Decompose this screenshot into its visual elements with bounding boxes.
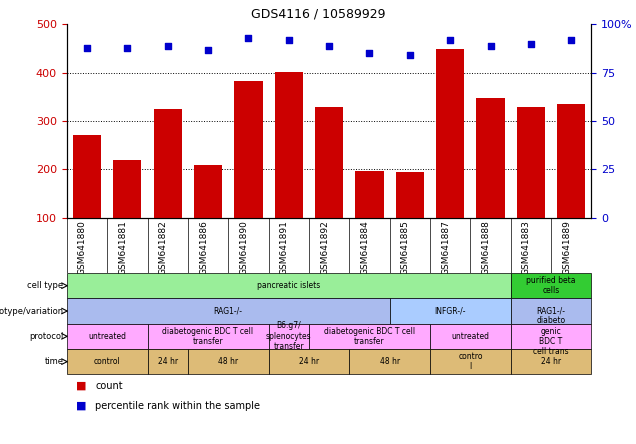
Text: GSM641885: GSM641885 [401,220,410,275]
Text: diabetogenic BDC T cell
transfer: diabetogenic BDC T cell transfer [324,327,415,346]
Text: untreated: untreated [88,332,126,341]
Text: GSM641890: GSM641890 [239,220,249,275]
Point [122,44,132,51]
Text: control: control [93,357,120,366]
Point [445,36,455,44]
Point [324,42,335,49]
Text: GSM641880: GSM641880 [78,220,87,275]
Bar [153,109,182,218]
Text: GSM641887: GSM641887 [441,220,450,275]
Text: GSM641886: GSM641886 [199,220,208,275]
Bar [275,72,303,218]
Point [284,36,294,44]
Text: diabetogenic BDC T cell
transfer: diabetogenic BDC T cell transfer [162,327,254,346]
Text: GSM641892: GSM641892 [320,220,329,275]
Bar [234,81,263,218]
Text: 48 hr: 48 hr [380,357,400,366]
Text: cell type: cell type [27,281,64,290]
Bar [73,135,101,218]
Point [203,46,213,53]
Text: untreated: untreated [452,332,489,341]
Text: GSM641889: GSM641889 [562,220,571,275]
Point [364,50,375,57]
Bar [315,107,343,218]
Point [485,42,495,49]
Text: diabeto
genic
BDC T
cell trans: diabeto genic BDC T cell trans [534,316,569,357]
Text: RAG1-/-: RAG1-/- [537,306,565,316]
Point [244,34,254,41]
Text: 24 hr: 24 hr [541,357,561,366]
Text: 48 hr: 48 hr [218,357,238,366]
Point [566,36,576,44]
Bar [396,172,424,218]
Bar [436,48,464,218]
Text: GSM641884: GSM641884 [361,220,370,275]
Bar [194,166,222,218]
Text: protocol: protocol [29,332,64,341]
Bar [356,171,384,218]
Text: INFGR-/-: INFGR-/- [434,306,466,316]
Point [404,52,415,59]
Text: contro
l: contro l [458,352,483,371]
Bar [517,107,545,218]
Text: time: time [45,357,64,366]
Text: RAG1-/-: RAG1-/- [214,306,243,316]
Text: GSM641883: GSM641883 [522,220,531,275]
Text: GSM641888: GSM641888 [481,220,490,275]
Point [82,44,92,51]
Text: 24 hr: 24 hr [158,357,177,366]
Text: percentile rank within the sample: percentile rank within the sample [95,401,260,411]
Bar [557,104,585,218]
Text: GSM641882: GSM641882 [159,220,168,275]
Text: ■: ■ [76,381,87,391]
Text: pancreatic islets: pancreatic islets [257,281,321,290]
Bar [113,160,141,218]
Text: GSM641881: GSM641881 [118,220,127,275]
Bar [476,98,505,218]
Text: count: count [95,381,123,391]
Text: 24 hr: 24 hr [299,357,319,366]
Point [526,40,536,48]
Text: B6.g7/
splenocytes
transfer: B6.g7/ splenocytes transfer [266,321,312,351]
Text: GSM641891: GSM641891 [280,220,289,275]
Point [163,42,173,49]
Text: ■: ■ [76,401,87,411]
Text: genotype/variation: genotype/variation [0,306,64,316]
Text: purified beta
cells: purified beta cells [527,276,576,295]
Text: GDS4116 / 10589929: GDS4116 / 10589929 [251,7,385,20]
